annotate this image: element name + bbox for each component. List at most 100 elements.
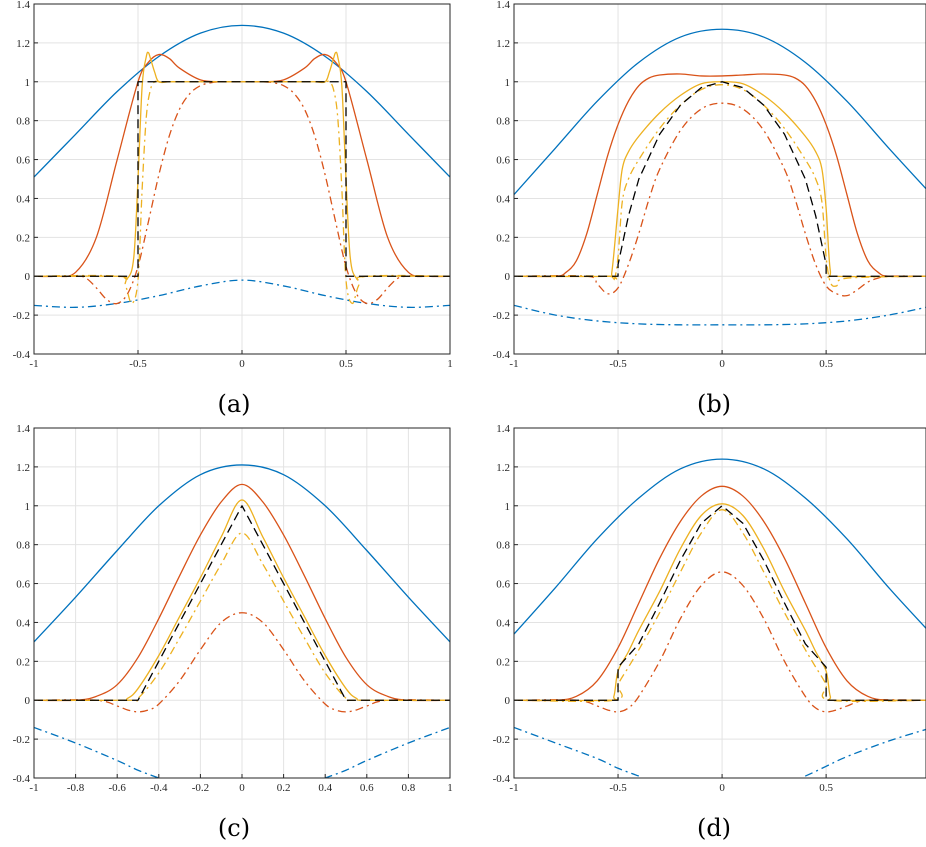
panel-c-ytick-label-1: -0.2 [13,734,30,746]
panel-a-ytick-label-5: 0.6 [16,155,30,167]
panel-b-series-2 [514,73,926,278]
panel-c-ytick-label-7: 1 [25,501,31,513]
panel-c-series-3 [34,612,450,713]
panel-d-ytick-label-2: 0 [505,695,511,707]
panel-d-ytick-label-0: -0.4 [493,773,511,785]
panel-b-series-6 [514,81,926,277]
panel-d-xtick-label-0: -1 [509,782,518,794]
panel-c-series-5 [34,532,450,702]
panel-d-series-3 [514,571,926,713]
panel-d-ytick-label-4: 0.4 [496,617,510,629]
panel-a-series-1 [34,279,450,309]
panel-c: -1 -0.8 -0.6 -0.4 -0.2 0 0.2 0.4 0.6 0.8 1 -0.4 -0.2… [13,423,453,794]
panel-a-xtick-label-0: -1 [29,358,38,370]
panel-d: -1 -0.5 0 0.5 -0.4 -0.2 0 0.2 0.4 0.6 0.8 1 1.2 1.4 [493,423,926,794]
panel-b-ytick-label-7: 1 [505,77,511,89]
panel-a-series-0 [34,24,450,178]
panel-b-xtick-label-2: 0 [719,358,725,370]
caption-a: (a) [217,390,250,418]
panel-b-series-5 [514,84,926,287]
panel-c-ytick-label-2: 0 [25,695,31,707]
panel-a-ytick-label-1: -0.2 [13,310,30,322]
panel-a-ytick-label-7: 1 [25,77,31,89]
panel-a-series-3 [34,81,450,305]
panel-b-series-1 [514,304,926,326]
panel-b-ytick-label-0: -0.4 [493,349,511,361]
panel-d-series-4 [514,503,926,702]
panel-b-ytick-label-2: 0 [505,271,511,283]
panel-c-xtick-label-1: -0.8 [67,782,85,794]
panel-c-xtick-label-6: 0.2 [277,782,291,794]
panel-d-axes-box [513,427,926,779]
panel-a-series-5 [34,80,450,305]
panel-d-series-1 [514,726,926,778]
panel-a-xtick-label-2: 0 [239,358,245,370]
panel-a-ytick-label-4: 0.4 [16,193,30,205]
caption-d: (d) [697,814,731,842]
panel-c-xtick-label-4: -0.2 [192,782,209,794]
panel-d-ytick-label-7: 1 [505,501,511,513]
panel-a-ytick-label-8: 1.2 [16,38,30,50]
panel-a: -1 -0.5 0 0.5 1 -0.4 -0.2 0 0.2 0.4 0.6 0.8 1 1.2 1.4 [13,0,453,370]
panel-d-series-6 [514,505,926,701]
panel-c-xtick-label-0: -1 [29,782,38,794]
panel-d-ytick-label-9: 1.4 [496,423,510,435]
panel-c-series-0 [34,464,450,643]
panel-c-xtick-label-7: 0.4 [318,782,332,794]
panel-c-xtick-label-2: -0.6 [108,782,126,794]
panel-a-xtick-label-4: 1 [447,358,453,370]
panel-a-ytick-label-2: 0 [25,271,31,283]
panel-c-xtick-label-3: -0.4 [150,782,168,794]
panel-d-xtick-label-1: -0.5 [609,782,627,794]
panel-c-xtick-label-5: 0 [239,782,245,794]
panel-b-ytick-label-5: 0.6 [496,155,510,167]
panel-c-ytick-label-6: 0.8 [16,540,30,552]
panel-c-series-2 [34,483,450,702]
panel-d-series-0 [514,458,926,635]
panel-c-ytick-label-0: -0.4 [13,773,31,785]
panel-d-ytick-label-3: 0.2 [496,656,510,668]
panel-d-series-5 [514,509,926,703]
panel-b-axes-box [513,3,926,355]
panel-d-ytick-label-1: -0.2 [493,734,510,746]
panel-a-ytick-label-3: 0.2 [16,232,30,244]
panel-c-xtick-label-10: 1 [447,782,453,794]
panel-c-series-4 [34,499,450,702]
panel-b-series-0 [514,28,926,195]
panel-c-xtick-label-8: 0.6 [360,782,374,794]
panel-a-ytick-label-0: -0.4 [13,349,31,361]
panel-a-xtick-label-1: -0.5 [129,358,147,370]
panel-a-ytick-label-9: 1.4 [16,0,30,11]
panel-b-series-4 [514,81,926,280]
panel-a-ytick-label-6: 0.8 [16,116,30,128]
panel-d-series-2 [514,485,926,702]
panel-a-xtick-label-3: 0.5 [339,358,353,370]
panel-b-ytick-label-3: 0.2 [496,232,510,244]
caption-b: (b) [697,390,731,418]
panel-d-ytick-label-5: 0.6 [496,579,510,591]
panel-b-ytick-label-8: 1.2 [496,38,510,50]
panel-b-xtick-label-1: -0.5 [609,358,627,370]
panel-d-xtick-label-2: 0 [719,782,725,794]
panel-c-ytick-label-5: 0.6 [16,579,30,591]
panel-c-xtick-label-9: 0.8 [402,782,416,794]
panel-b-ytick-label-1: -0.2 [493,310,510,322]
panel-b-ytick-label-6: 0.8 [496,116,510,128]
panel-d-xtick-label-3: 0.5 [819,782,833,794]
caption-c: (c) [218,814,250,842]
panel-b-series-3 [514,102,926,297]
panel-c-ytick-label-3: 0.2 [16,656,30,668]
panel-d-ytick-label-6: 0.8 [496,540,510,552]
panel-a-series-6 [34,81,450,277]
panel-b-xtick-label-3: 0.5 [819,358,833,370]
panel-b-ytick-label-9: 1.4 [496,0,510,11]
panel-d-ytick-label-8: 1.2 [496,462,510,474]
panel-b-xtick-label-0: -1 [509,358,518,370]
panel-c-ytick-label-8: 1.2 [16,462,30,474]
panel-c-ytick-label-4: 0.4 [16,617,30,629]
panel-c-ytick-label-9: 1.4 [16,423,30,435]
panel-b-ytick-label-4: 0.4 [496,193,510,205]
panel-b: -1 -0.5 0 0.5 -0.4 -0.2 0 0.2 0.4 0.6 0.8 1 1.2 1.4 [493,0,926,370]
panel-c-series-6 [34,505,450,701]
